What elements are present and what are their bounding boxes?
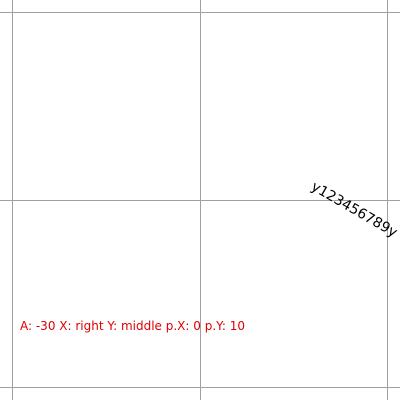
- settings-readout: A: -30 X: right Y: middle p.X: 0 p.Y: 10: [20, 319, 245, 333]
